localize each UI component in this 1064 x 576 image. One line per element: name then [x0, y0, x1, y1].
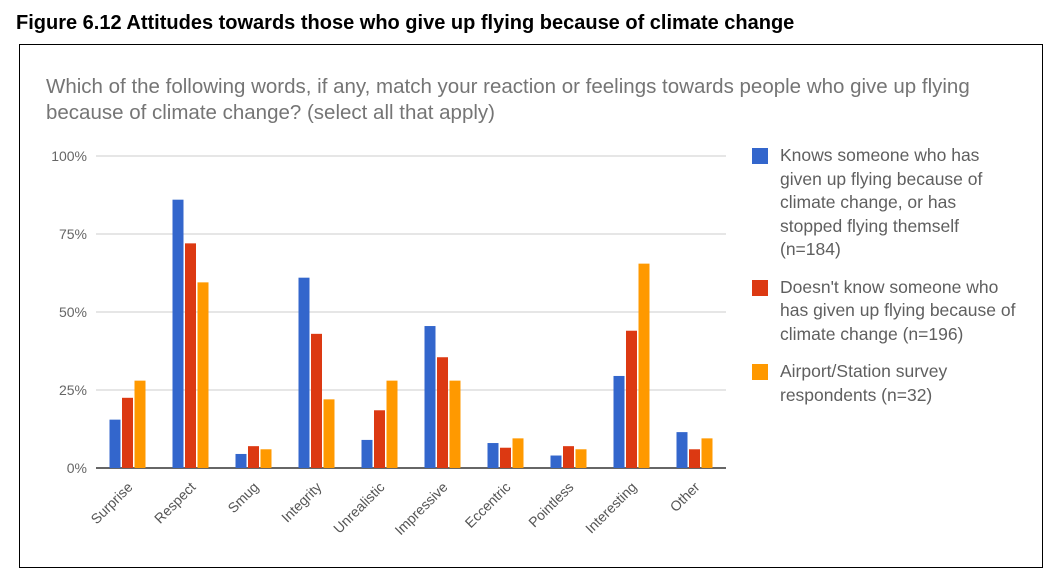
x-tick-label: Other: [667, 479, 703, 515]
x-tick-label: Integrity: [278, 479, 325, 526]
y-tick-label: 50%: [59, 304, 87, 320]
bar: [260, 449, 272, 468]
bar: [298, 277, 310, 468]
chart-frame: Which of the following words, if any, ma…: [19, 44, 1043, 568]
legend-item[interactable]: Doesn't know someone who has given up fl…: [752, 276, 1022, 347]
bar: [626, 330, 637, 468]
bar: [424, 326, 436, 468]
bar: [235, 453, 247, 468]
legend-swatch-series-2: [752, 279, 768, 296]
bar: [311, 333, 322, 468]
bar: [550, 455, 562, 468]
y-tick-label: 0%: [67, 460, 87, 476]
bar: [185, 243, 196, 468]
bar: [563, 446, 574, 468]
legend-swatch-series-1: [752, 148, 768, 164]
legend-item[interactable]: Knows someone who has given up flying be…: [752, 144, 1022, 262]
bar: [122, 397, 133, 468]
legend: Knows someone who has given up flying be…: [752, 144, 1022, 421]
legend-label: Knows someone who has given up flying be…: [780, 145, 983, 259]
x-tick-label: Unrealistic: [330, 479, 388, 537]
x-tick-label: Surprise: [87, 479, 135, 527]
chart-title: Which of the following words, if any, ma…: [46, 75, 970, 124]
bar: [676, 432, 688, 468]
bar: [361, 439, 373, 468]
bar: [613, 375, 625, 468]
x-tick-label: Respect: [151, 479, 199, 527]
x-tick-label: Interesting: [582, 479, 640, 537]
bar-chart: 0% 25% 50% 75% 100% Surprise Respect Smug Integr…: [51, 148, 726, 538]
x-tick-label: Pointless: [525, 479, 576, 530]
y-tick-label: 25%: [59, 382, 87, 398]
bar: [109, 419, 121, 468]
x-tick-label: Smug: [224, 479, 261, 516]
y-tick-label: 75%: [59, 226, 87, 242]
bar: [248, 446, 259, 468]
bar: [487, 443, 499, 468]
bar: [638, 263, 650, 468]
bar: [134, 380, 146, 468]
bar: [500, 447, 511, 468]
bar: [689, 449, 700, 468]
bar: [386, 380, 398, 468]
y-tick-label: 100%: [51, 148, 87, 164]
bar: [512, 438, 524, 468]
x-tick-label: Eccentric: [462, 479, 514, 531]
bar: [323, 399, 335, 468]
bar: [374, 410, 385, 468]
bar: [449, 380, 461, 468]
bar: [172, 199, 184, 468]
figure-title: Figure 6.12 Attitudes towards those who …: [16, 12, 795, 34]
bar: [701, 438, 713, 468]
bar: [437, 357, 448, 468]
bar: [197, 282, 209, 468]
legend-label: Airport/Station survey respondents (n=32…: [780, 361, 948, 405]
legend-item[interactable]: Airport/Station survey respondents (n=32…: [752, 360, 1022, 407]
legend-swatch-series-3: [752, 364, 768, 380]
bar: [575, 449, 587, 468]
x-tick-label: Impressive: [391, 479, 450, 538]
legend-label: Doesn't know someone who has given up fl…: [780, 276, 1016, 344]
